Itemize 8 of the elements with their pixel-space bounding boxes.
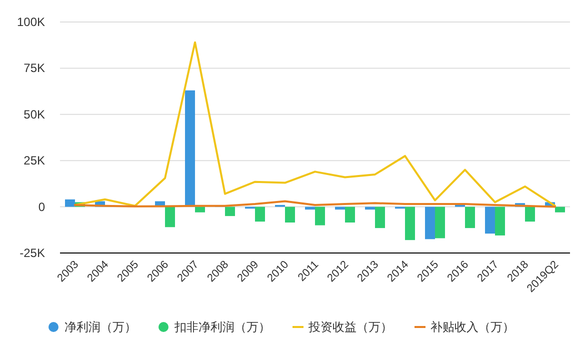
legend-label: 净利润（万） — [64, 320, 136, 334]
y-tick-label: -25K — [20, 246, 45, 260]
y-tick-label: 0 — [38, 200, 46, 214]
legend-label: 补贴收入（万） — [430, 320, 514, 334]
y-tick-label: 50K — [24, 107, 45, 122]
y-tick-label: 100K — [16, 15, 45, 29]
y-tick-label: 25K — [24, 154, 45, 168]
y-tick-label: 75K — [24, 61, 45, 76]
